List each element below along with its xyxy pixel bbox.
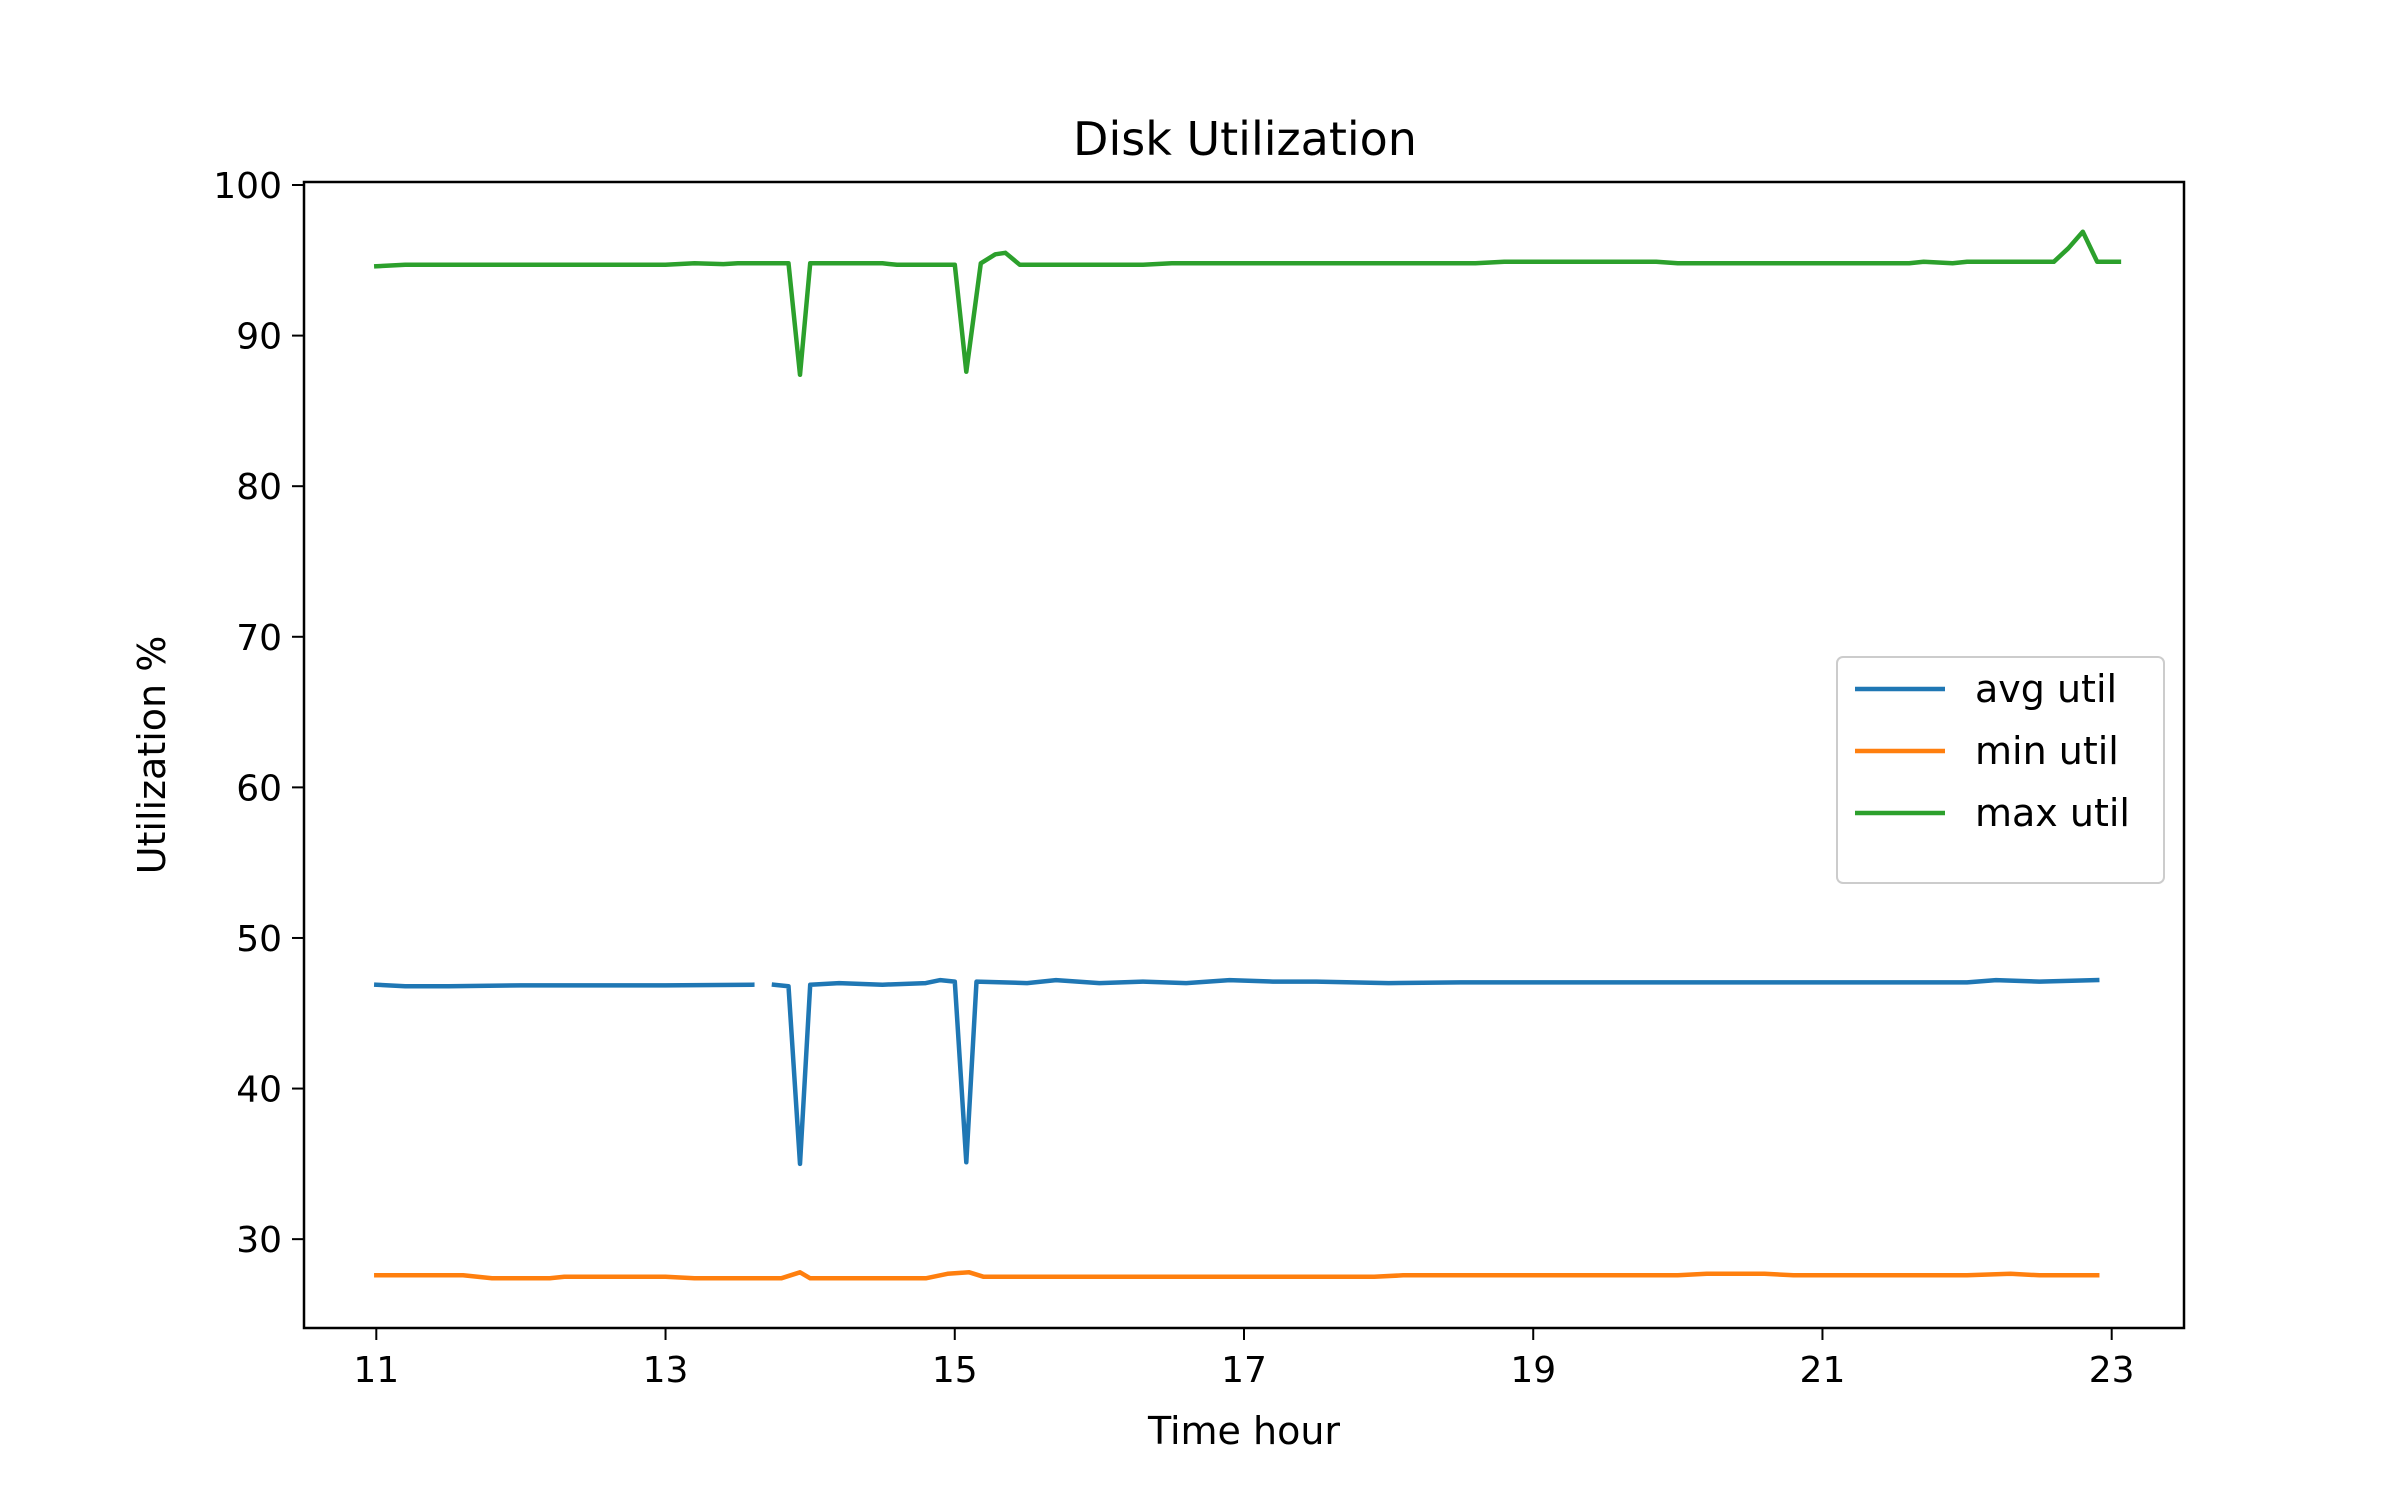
series-line-max-util (373, 229, 2122, 378)
x-tick-label: 23 (2089, 1350, 2135, 1391)
y-tick-label: 70 (236, 618, 282, 659)
y-tick-label: 90 (236, 317, 282, 358)
y-tick-label: 40 (236, 1070, 282, 1111)
y-tick-label: 30 (236, 1220, 282, 1261)
series-line-min-util (374, 1270, 2100, 1281)
chart-title: Disk Utilization (1073, 112, 1417, 166)
x-tick-label: 11 (353, 1350, 399, 1391)
legend-label: avg util (1975, 667, 2117, 711)
y-axis: 30 40 50 60 70 80 90 100 (213, 166, 304, 1261)
x-axis-label: Time hour (1147, 1409, 1340, 1453)
series-line-avg-util (373, 977, 2100, 1167)
y-tick-label: 100 (213, 166, 282, 207)
y-tick-label: 50 (236, 919, 282, 960)
x-tick-label: 15 (932, 1350, 978, 1391)
x-tick-label: 17 (1221, 1350, 1267, 1391)
legend-label: min util (1975, 729, 2119, 773)
x-tick-label: 13 (643, 1350, 689, 1391)
x-tick-label: 19 (1510, 1350, 1556, 1391)
x-axis: 11 13 15 17 19 21 23 (353, 1328, 2135, 1391)
legend-box (1836, 656, 2165, 884)
legend: avg util min util max util (1836, 656, 2165, 884)
plot-area (373, 229, 2122, 1281)
x-tick-label: 21 (1800, 1350, 1846, 1391)
y-axis-label: Utilization % (130, 636, 174, 875)
y-tick-label: 60 (236, 768, 282, 809)
y-tick-label: 80 (236, 467, 282, 508)
legend-label: max util (1975, 791, 2130, 835)
